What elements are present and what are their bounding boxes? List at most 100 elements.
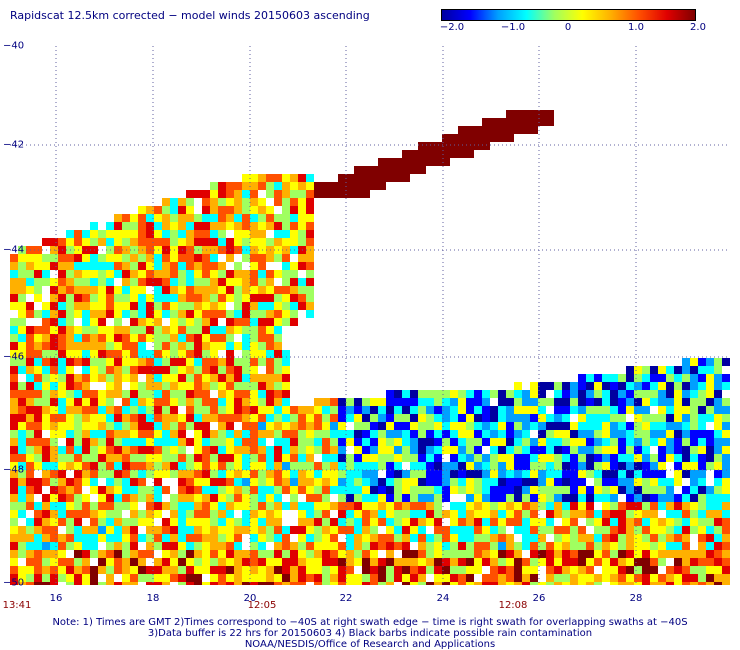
- wind-difference-cell: [122, 334, 130, 342]
- wind-difference-cell: [58, 414, 66, 422]
- wind-difference-cell: [394, 446, 402, 454]
- wind-difference-cell: [90, 542, 98, 550]
- wind-difference-cell: [338, 566, 346, 574]
- wind-difference-cell: [194, 390, 202, 398]
- wind-difference-cell: [418, 430, 426, 438]
- wind-difference-cell: [82, 574, 90, 582]
- wind-difference-cell: [90, 334, 98, 342]
- wind-difference-cell: [194, 366, 202, 374]
- wind-difference-cell: [138, 342, 146, 350]
- wind-difference-cell: [282, 358, 290, 366]
- wind-difference-cell: [82, 526, 90, 534]
- wind-difference-cell: [234, 310, 242, 318]
- wind-difference-cell: [626, 390, 634, 398]
- wind-difference-cell: [66, 534, 74, 542]
- wind-difference-cell: [58, 454, 66, 462]
- wind-difference-cell: [426, 454, 434, 462]
- wind-difference-cell: [314, 510, 322, 518]
- wind-difference-cell: [274, 430, 282, 438]
- wind-difference-cell: [682, 398, 690, 406]
- wind-difference-cell: [634, 470, 642, 478]
- wind-difference-cell: [490, 422, 498, 430]
- wind-difference-cell: [82, 286, 90, 294]
- wind-difference-cell: [58, 470, 66, 478]
- wind-difference-cell: [418, 574, 426, 582]
- wind-difference-cell: [562, 566, 570, 574]
- wind-difference-cell: [178, 534, 186, 542]
- wind-difference-cell: [634, 478, 642, 486]
- wind-difference-cell: [194, 518, 202, 526]
- wind-difference-cell: [130, 406, 138, 414]
- wind-difference-cell: [50, 406, 58, 414]
- wind-difference-cell: [562, 526, 570, 534]
- wind-difference-cell: [554, 470, 562, 478]
- wind-difference-cell: [634, 414, 642, 422]
- wind-difference-cell: [722, 462, 730, 470]
- wind-difference-cell: [530, 510, 538, 518]
- wind-difference-cell: [50, 390, 58, 398]
- wind-difference-cell: [242, 494, 250, 502]
- wind-difference-cell: [290, 502, 298, 510]
- wind-difference-cell: [10, 502, 18, 510]
- wind-difference-cell: [714, 374, 722, 382]
- wind-difference-cell: [242, 374, 250, 382]
- wind-difference-cell: [18, 446, 26, 454]
- wind-difference-cell: [546, 582, 554, 585]
- wind-difference-cell: [162, 262, 170, 270]
- wind-difference-cell: [474, 494, 482, 502]
- wind-difference-cell: [18, 278, 26, 286]
- wind-difference-cell: [250, 430, 258, 438]
- wind-difference-cell: [138, 430, 146, 438]
- wind-difference-cell: [722, 398, 730, 406]
- wind-difference-cell: [274, 214, 282, 222]
- wind-difference-cell: [34, 382, 42, 390]
- wind-difference-cell: [250, 494, 258, 502]
- wind-difference-cell: [66, 374, 74, 382]
- wind-difference-cell: [290, 302, 298, 310]
- wind-difference-cell: [194, 454, 202, 462]
- wind-difference-cell: [546, 566, 554, 574]
- wind-difference-cell: [442, 486, 450, 494]
- lon-label: 20: [243, 593, 257, 604]
- wind-difference-cell: [306, 182, 314, 190]
- wind-difference-cell: [666, 494, 674, 502]
- wind-difference-cell: [42, 550, 50, 558]
- wind-difference-cell: [546, 118, 554, 126]
- wind-difference-cell: [146, 302, 154, 310]
- wind-difference-cell: [194, 398, 202, 406]
- wind-difference-cell: [698, 398, 706, 406]
- wind-difference-cell: [418, 406, 426, 414]
- wind-difference-cell: [538, 526, 546, 534]
- wind-difference-cell: [226, 566, 234, 574]
- wind-difference-cell: [322, 406, 330, 414]
- wind-difference-cell: [602, 422, 610, 430]
- wind-difference-cell: [418, 438, 426, 446]
- wind-difference-cell: [466, 478, 474, 486]
- wind-difference-cell: [82, 470, 90, 478]
- wind-difference-cell: [666, 566, 674, 574]
- wind-difference-cell: [26, 446, 34, 454]
- wind-difference-cell: [122, 446, 130, 454]
- wind-difference-cell: [234, 262, 242, 270]
- wind-difference-cell: [402, 470, 410, 478]
- wind-difference-cell: [498, 126, 506, 134]
- wind-difference-cell: [242, 526, 250, 534]
- wind-difference-cell: [698, 422, 706, 430]
- wind-difference-cell: [682, 358, 690, 366]
- wind-difference-cell: [66, 574, 74, 582]
- wind-difference-cell: [26, 326, 34, 334]
- wind-difference-cell: [258, 350, 266, 358]
- wind-difference-cell: [722, 406, 730, 414]
- wind-difference-cell: [370, 470, 378, 478]
- wind-difference-cell: [330, 470, 338, 478]
- wind-difference-cell: [290, 238, 298, 246]
- wind-difference-cell: [298, 262, 306, 270]
- wind-difference-cell: [154, 254, 162, 262]
- wind-difference-cell: [298, 294, 306, 302]
- wind-difference-cell: [298, 534, 306, 542]
- wind-difference-cell: [170, 214, 178, 222]
- wind-difference-cell: [186, 358, 194, 366]
- wind-difference-cell: [682, 374, 690, 382]
- wind-difference-cell: [410, 526, 418, 534]
- wind-difference-cell: [722, 582, 730, 585]
